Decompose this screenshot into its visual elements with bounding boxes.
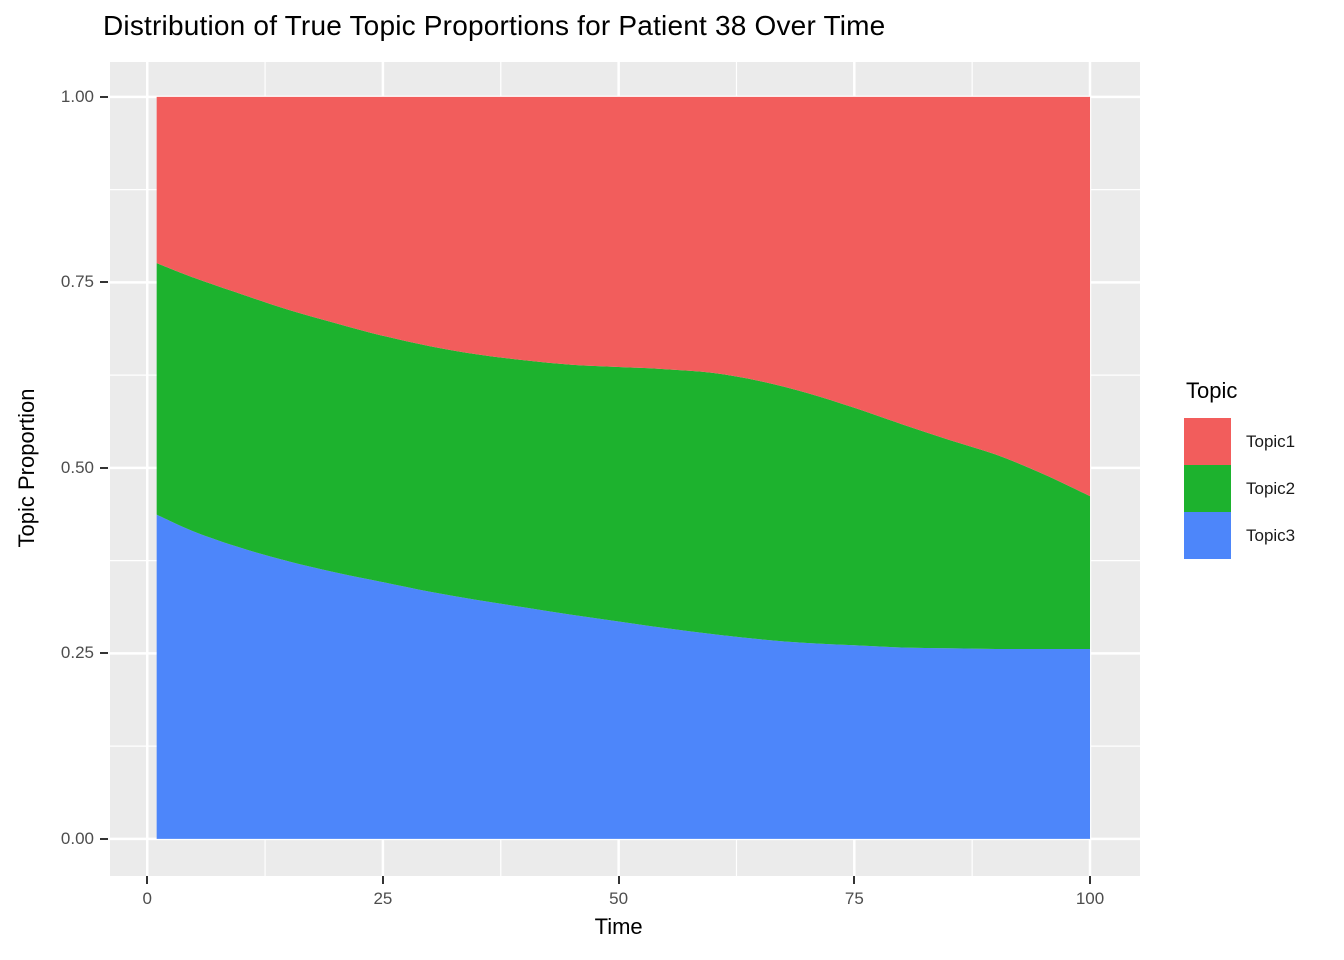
area-topic2: [156, 263, 1091, 649]
legend-entry-topic1: Topic1: [1184, 418, 1295, 465]
legend-label-topic2: Topic2: [1246, 478, 1296, 498]
x-tick-mark: [381, 876, 384, 884]
legend-keys: Topic1 Topic2 Topic3: [1184, 418, 1295, 559]
x-tick-label: 0: [142, 889, 152, 908]
x-tick-label: 75: [844, 889, 864, 908]
legend-swatch-topic1: [1184, 418, 1231, 465]
x-tick-mark: [1089, 876, 1092, 884]
legend-title: Topic: [1186, 378, 1238, 403]
y-tick-label: 0.75: [60, 272, 94, 292]
x-axis-title: Time: [594, 914, 643, 939]
legend: Topic Topic1 Topic2 Topic3: [1184, 378, 1295, 559]
area-topic3: [156, 514, 1091, 839]
x-tick-mark: [146, 876, 149, 884]
y-tick-mark: [100, 95, 108, 98]
y-tick-label: 1.00: [60, 86, 94, 106]
legend-swatch-topic2: [1184, 465, 1231, 512]
x-tick-label: 50: [609, 889, 629, 908]
legend-swatch-topic3: [1184, 512, 1231, 559]
y-tick-label: 0.00: [60, 828, 94, 848]
y-tick-label: 0.25: [60, 643, 94, 663]
y-tick-label: 0.50: [60, 457, 94, 477]
x-tick-mark: [853, 876, 856, 884]
legend-entry-topic3: Topic3: [1184, 512, 1295, 559]
y-tick-mark: [100, 837, 108, 840]
legend-entry-topic2: Topic2: [1184, 465, 1295, 512]
legend-label-topic3: Topic3: [1246, 525, 1296, 545]
area-topic1: [156, 96, 1091, 497]
x-tick-label: 100: [1075, 889, 1105, 908]
y-tick-mark: [100, 652, 108, 655]
y-tick-mark: [100, 466, 108, 469]
x-tick-label: 25: [373, 889, 393, 908]
x-tick-mark: [617, 876, 620, 884]
chart-canvas: [110, 62, 1140, 876]
legend-label-topic1: Topic1: [1246, 431, 1296, 451]
y-tick-mark: [100, 281, 108, 284]
plot-panel: [110, 62, 1140, 876]
chart-title: Distribution of True Topic Proportions f…: [103, 10, 886, 41]
